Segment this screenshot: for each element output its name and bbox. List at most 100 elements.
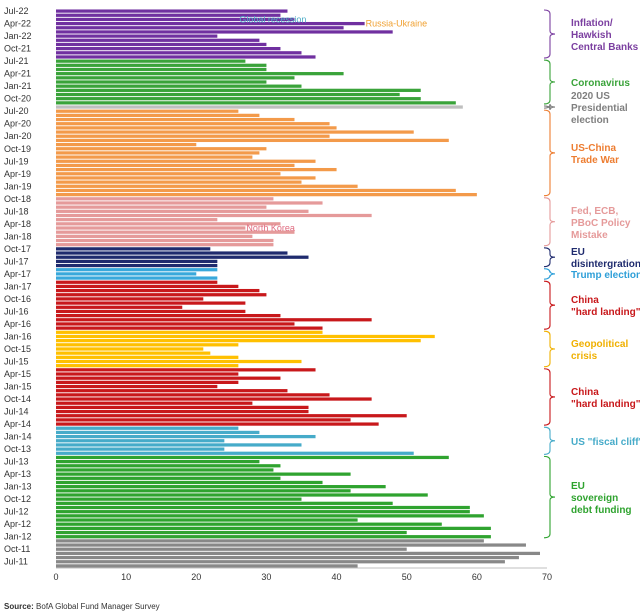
y-tick-label: Jan-16 <box>4 331 32 341</box>
group-brace <box>543 280 556 330</box>
y-tick-label: Jul-16 <box>4 306 29 316</box>
group-brace <box>543 247 556 268</box>
bar <box>56 380 239 384</box>
bar <box>56 480 323 485</box>
group-label: US-China Trade War <box>571 143 619 166</box>
bar <box>56 122 330 126</box>
bar <box>56 522 442 526</box>
x-tick-label: 70 <box>542 572 552 582</box>
group-label-line: EU <box>571 481 585 492</box>
y-tick-label: Oct-13 <box>4 444 31 454</box>
y-tick-label: Jul-17 <box>4 256 29 266</box>
group-label-line: PBoC Policy <box>571 218 631 229</box>
x-tick-label: 30 <box>261 572 271 582</box>
bar <box>56 555 519 560</box>
bar <box>56 510 470 514</box>
bar <box>56 9 288 13</box>
bar <box>56 230 295 234</box>
group-label-line: crisis <box>571 351 598 362</box>
bar <box>56 72 344 76</box>
y-tick-label: Apr-17 <box>4 269 31 279</box>
bar <box>56 88 421 92</box>
x-tick-label: 0 <box>53 572 58 582</box>
y-tick-label: Apr-15 <box>4 369 31 379</box>
bar <box>56 376 281 380</box>
bar <box>56 51 302 55</box>
bar <box>56 92 400 97</box>
bar <box>56 34 218 38</box>
bar <box>56 76 295 80</box>
y-tick-label: Apr-12 <box>4 519 31 529</box>
bar <box>56 422 379 426</box>
y-tick-label: Jul-21 <box>4 56 29 66</box>
bar <box>56 42 267 47</box>
y-tick-label: Jul-14 <box>4 407 29 417</box>
bar <box>56 63 267 67</box>
y-tick-label: Jan-14 <box>4 432 32 442</box>
bar <box>56 518 358 522</box>
bar <box>56 397 372 401</box>
y-tick-label: Oct-21 <box>4 44 31 54</box>
bar <box>56 530 407 535</box>
y-tick-label: Jul-15 <box>4 357 29 367</box>
bar <box>56 451 414 455</box>
bar <box>56 351 211 355</box>
bar <box>56 293 267 297</box>
bar <box>56 439 225 443</box>
y-tick-label: Oct-14 <box>4 394 31 404</box>
bar-annotation: Russia-Ukraine <box>366 19 428 29</box>
bar <box>56 280 218 284</box>
source-label: Source: <box>4 602 34 611</box>
y-tick-label: Jan-13 <box>4 482 32 492</box>
bar <box>56 493 428 497</box>
y-tick-label: Oct-11 <box>4 544 30 554</box>
bar <box>56 393 330 397</box>
bar <box>56 213 372 218</box>
bar <box>56 434 316 439</box>
group-label-line: Mistake <box>571 230 608 241</box>
bar <box>56 184 358 188</box>
bar <box>56 130 414 134</box>
group-label-line: US-China <box>571 143 616 154</box>
bar <box>56 180 302 184</box>
bar <box>56 155 253 159</box>
bar-annotation: North Korea <box>246 223 295 233</box>
bar <box>56 334 435 339</box>
y-tick-label: Apr-13 <box>4 469 31 479</box>
bar <box>56 276 218 280</box>
bar <box>56 17 295 22</box>
bar <box>56 142 197 147</box>
x-tick-label: 40 <box>332 572 342 582</box>
bar <box>56 497 302 501</box>
group-label-line: disintergration <box>571 259 640 270</box>
bar <box>56 389 288 393</box>
bar <box>56 343 239 347</box>
group-label-line: US "fiscal cliff" <box>571 437 640 448</box>
bar <box>56 268 218 272</box>
group-label-line: "hard landing" <box>571 307 640 318</box>
group-label-line: "hard landing" <box>571 399 640 410</box>
bar <box>56 263 218 268</box>
bar <box>56 455 449 460</box>
group-brace <box>543 9 556 59</box>
bar <box>56 339 421 343</box>
bar <box>56 547 407 551</box>
bar <box>56 101 456 105</box>
group-brace <box>543 426 556 455</box>
y-tick-label: Jul-11 <box>4 557 28 567</box>
group-label: Coronavirus <box>571 78 630 89</box>
group-brace <box>543 109 556 197</box>
bar <box>56 138 449 143</box>
y-tick-label: Apr-21 <box>4 69 31 79</box>
source-note: Source: BofA Global Fund Manager Survey <box>4 602 160 611</box>
group-label-line: Presidential <box>571 103 628 114</box>
bar <box>56 426 239 430</box>
bar <box>56 134 330 138</box>
bar <box>56 543 526 547</box>
group-label: 2020 US Presidential election <box>571 91 628 126</box>
group-label: EU disintergration <box>571 247 640 270</box>
group-label-line: China <box>571 387 599 398</box>
bar <box>56 176 316 180</box>
bar <box>56 476 281 480</box>
bar <box>56 418 351 422</box>
